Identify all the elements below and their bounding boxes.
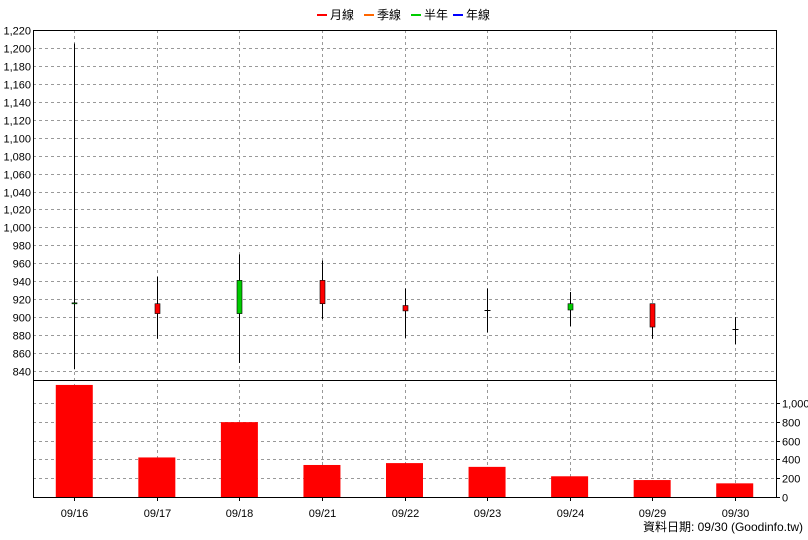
volume-tick-label: 400 — [782, 455, 800, 467]
price-tick-label: 860 — [13, 349, 31, 361]
candle — [154, 276, 161, 339]
date-tick-label: 09/29 — [639, 508, 667, 520]
date-tick-label: 09/22 — [392, 508, 420, 520]
legend-item-month: 月線 — [317, 7, 354, 22]
candle — [567, 292, 574, 327]
legend-item-year: 年線 — [453, 7, 490, 22]
price-tick-label: 840 — [13, 367, 31, 379]
volume-bar-series — [55, 384, 754, 497]
volume-tick-label: 1,000 — [782, 399, 808, 411]
candle — [236, 254, 243, 363]
date-axis-tick-labels: 09/16 09/17 09/18 09/21 09/22 09/23 09/24 09/29… — [61, 497, 750, 520]
price-tick-label: 1,160 — [3, 80, 31, 92]
volume-bar — [633, 480, 671, 497]
candle — [319, 260, 326, 319]
volume-tick-label: 200 — [782, 474, 800, 486]
volume-tick-label: 800 — [782, 418, 800, 430]
candle-body — [71, 302, 78, 305]
candlestick-series — [71, 43, 739, 370]
candle — [402, 288, 409, 338]
candle-body — [154, 303, 161, 314]
volume-bar — [716, 483, 754, 497]
price-panel-border — [33, 30, 777, 381]
price-tick-label: 900 — [13, 313, 31, 325]
price-tick-label: 1,000 — [3, 223, 31, 235]
price-tick-label: 1,100 — [3, 134, 31, 146]
legend-label-half-year: 半年 — [424, 8, 448, 22]
price-tick-label: 1,140 — [3, 98, 31, 110]
volume-bar — [303, 464, 341, 497]
legend-label-quarter: 季線 — [377, 7, 401, 22]
price-tick-label: 940 — [13, 277, 31, 289]
candle-body — [402, 305, 409, 312]
price-tick-label: 1,180 — [3, 62, 31, 74]
volume-bar — [55, 384, 93, 497]
volume-bar — [386, 463, 423, 497]
date-tick-label: 09/16 — [61, 508, 89, 520]
legend-label-month: 月線 — [330, 7, 354, 22]
candle-body — [236, 280, 243, 314]
candle-body — [649, 303, 656, 328]
volume-tick-label: 600 — [782, 437, 800, 449]
price-tick-label: 1,060 — [3, 170, 31, 182]
date-tick-label: 09/18 — [226, 508, 254, 520]
candle — [732, 317, 739, 345]
chart-legend: 月線 季線 半年 年線 — [317, 7, 490, 22]
date-tick-label: 09/30 — [722, 508, 750, 520]
candle-body — [567, 303, 574, 311]
date-tick-label: 09/24 — [557, 508, 585, 520]
volume-bar — [468, 466, 506, 497]
price-tick-label: 920 — [13, 295, 31, 307]
price-tick-label: 1,120 — [3, 116, 31, 128]
date-tick-label: 09/17 — [144, 508, 172, 520]
volume-bar — [220, 422, 258, 497]
price-tick-label: 880 — [13, 331, 31, 343]
volume-axis-tick-labels: 0 200 400 600 800 1,000 — [776, 399, 808, 505]
price-tick-label: 1,020 — [3, 205, 31, 217]
volume-bar — [551, 476, 589, 497]
legend-item-half-year: 半年 — [411, 8, 448, 22]
volume-bar — [138, 457, 176, 497]
legend-item-quarter: 季線 — [364, 7, 401, 22]
date-tick-label: 09/21 — [309, 508, 337, 520]
price-tick-label: 980 — [13, 241, 31, 253]
volume-tick-label: 0 — [782, 493, 788, 505]
price-tick-label: 1,200 — [3, 44, 31, 56]
candle — [649, 303, 656, 339]
data-date-footer: 資料日期: 09/30 (Goodinfo.tw) — [643, 520, 803, 534]
price-axis-tick-labels: 840 860 880 900 920 940 960 980 1,000 1,020 1,040 1… — [3, 26, 31, 379]
price-tick-label: 1,040 — [3, 188, 31, 200]
candle-body — [319, 280, 326, 305]
candle — [71, 43, 78, 370]
candle — [484, 288, 491, 333]
price-tick-label: 960 — [13, 259, 31, 271]
price-tick-label: 1,080 — [3, 152, 31, 164]
legend-label-year: 年線 — [466, 7, 490, 22]
price-tick-label: 1,220 — [3, 26, 31, 38]
date-tick-label: 09/23 — [474, 508, 502, 520]
